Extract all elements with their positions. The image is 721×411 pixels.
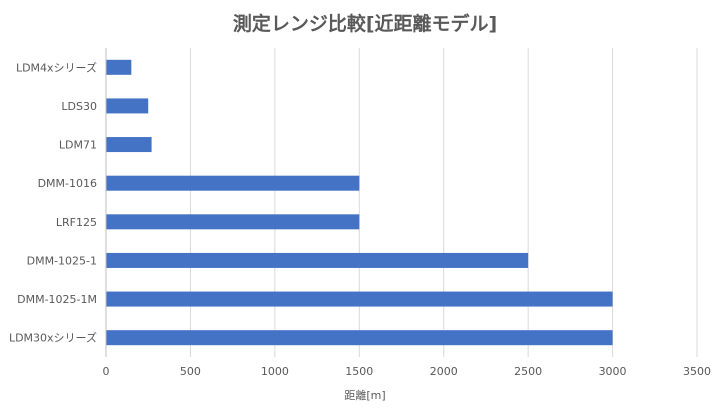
- category-label: LDM30xシリーズ: [9, 331, 97, 345]
- bar: [106, 175, 360, 191]
- bar: [106, 291, 613, 307]
- x-tick-label: 3500: [683, 365, 711, 378]
- bar: [106, 98, 149, 114]
- x-tick-label: 500: [180, 365, 201, 378]
- bars: [106, 59, 613, 346]
- bar: [106, 137, 152, 153]
- bar: [106, 59, 132, 75]
- x-axis-title: 距離[m]: [344, 388, 385, 402]
- category-labels: LDM4xシリーズ LDS30 LDM71 DMM-1016 LRF125 DMM-102…: [9, 60, 97, 344]
- category-label: DMM-1025-1: [27, 254, 97, 267]
- category-label: DMM-1016: [38, 177, 97, 190]
- chart-title: 測定レンジ比較[近距離モデル]: [233, 12, 497, 35]
- x-tick-label: 0: [103, 365, 110, 378]
- gridlines: [189, 48, 698, 357]
- category-label: LDM4xシリーズ: [16, 60, 97, 74]
- x-tick-labels: 0 500 1000 1500 2000 2500 3000 3500: [103, 365, 712, 378]
- category-label: LRF125: [56, 216, 97, 229]
- x-tick-label: 1000: [261, 365, 289, 378]
- category-label: LDM71: [59, 139, 97, 152]
- x-tick-label: 1500: [345, 365, 373, 378]
- bar: [106, 214, 360, 230]
- category-label: DMM-1025-1M: [17, 293, 97, 306]
- x-tick-label: 2000: [430, 365, 458, 378]
- x-tick-label: 2500: [514, 365, 542, 378]
- category-label: LDS30: [61, 100, 97, 113]
- bar: [106, 330, 613, 346]
- bar: [106, 252, 529, 268]
- x-tick-label: 3000: [599, 365, 627, 378]
